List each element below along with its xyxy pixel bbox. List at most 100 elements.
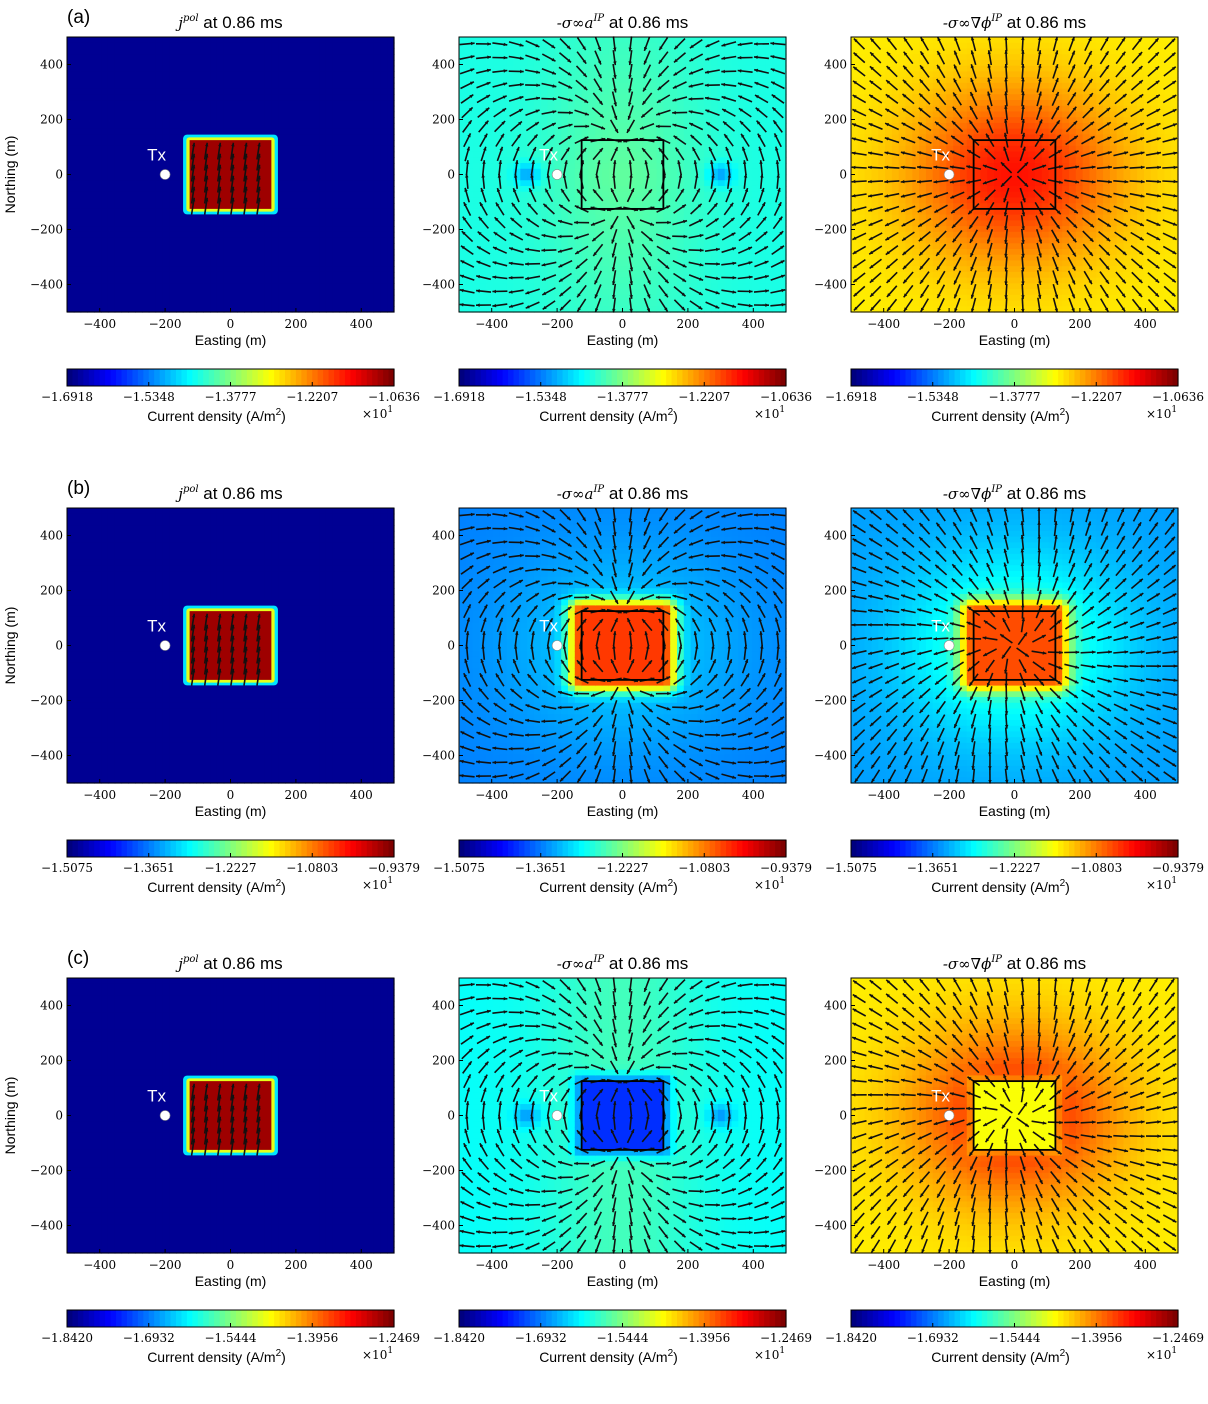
heatmap-cell — [527, 117, 535, 124]
heatmap-cell — [615, 197, 624, 204]
heatmap-cell — [683, 248, 692, 256]
heatmap-cell — [80, 294, 89, 302]
heatmap-cell — [155, 220, 163, 227]
heatmap-cell — [724, 271, 733, 279]
heatmap-cell — [155, 117, 163, 124]
heatmap-cell — [595, 145, 603, 153]
heatmap-cell — [278, 163, 286, 170]
heatmap-cell — [602, 94, 610, 101]
heatmap-cell — [305, 157, 313, 164]
heatmap-cell — [67, 82, 75, 90]
heatmap-cell — [325, 54, 334, 61]
heatmap-cell — [649, 145, 658, 153]
heatmap-cell — [574, 59, 583, 67]
heatmap-cell — [493, 77, 501, 84]
heatmap-cell — [642, 266, 651, 273]
heatmap-cell — [731, 248, 739, 256]
heatmap-cell — [656, 163, 664, 170]
heatmap-cell — [325, 306, 334, 313]
heatmap-cell — [312, 180, 320, 187]
heatmap-cell — [237, 59, 245, 67]
heatmap-cell — [162, 243, 170, 250]
heatmap-cell — [765, 214, 773, 221]
heatmap-cell — [80, 48, 89, 55]
heatmap-cell — [291, 48, 300, 55]
heatmap-cell — [513, 77, 521, 84]
heatmap-cell — [216, 77, 225, 84]
heatmap-cell — [162, 134, 170, 141]
heatmap-cell — [169, 277, 177, 284]
heatmap-cell — [520, 174, 528, 181]
heatmap-cell — [663, 54, 671, 61]
heatmap-cell — [649, 180, 658, 187]
x-axis-label: Easting (m) — [195, 332, 267, 348]
heatmap-cell — [649, 59, 658, 67]
heatmap-cell — [332, 174, 341, 181]
heatmap-cell — [325, 122, 334, 130]
heatmap-cell — [107, 88, 116, 95]
heatmap-cell — [499, 65, 508, 72]
heatmap-cell — [704, 134, 712, 141]
heatmap-cell — [745, 65, 753, 72]
heatmap-cell — [73, 191, 82, 199]
heatmap-cell — [169, 94, 177, 101]
heatmap-cell — [779, 77, 787, 84]
heatmap-cell — [711, 294, 719, 302]
heatmap-cell — [114, 48, 123, 55]
heatmap-cell — [568, 88, 576, 95]
heatmap-cell — [649, 289, 658, 296]
heatmap-cell — [346, 283, 354, 290]
heatmap-cell — [237, 111, 245, 118]
heatmap-cell — [561, 306, 569, 313]
heatmap-cell — [779, 65, 787, 72]
heatmap-cell — [380, 59, 388, 67]
heatmap-cell — [561, 214, 569, 221]
heatmap-cell — [697, 77, 705, 84]
heatmap-cell — [554, 65, 562, 72]
heatmap-cell — [731, 306, 739, 313]
heatmap-cell — [169, 88, 177, 95]
heatmap-cell — [642, 277, 651, 284]
x-tick-label: 0 — [227, 317, 235, 331]
heatmap-cell — [629, 254, 637, 262]
colorbar-segment — [339, 369, 346, 386]
heatmap-cell — [622, 191, 630, 199]
heatmap-cell — [223, 105, 232, 113]
heatmap-cell — [141, 260, 150, 267]
heatmap-cell — [73, 54, 82, 61]
heatmap-cell — [704, 271, 712, 279]
heatmap-cell — [690, 306, 699, 313]
heatmap-cell — [114, 100, 123, 107]
heatmap-cell — [765, 168, 773, 176]
heatmap-cell — [121, 117, 129, 124]
heatmap-cell — [608, 82, 617, 90]
heatmap-cell — [656, 117, 664, 124]
heatmap-cell — [325, 94, 334, 101]
heatmap-cell — [486, 117, 494, 124]
heatmap-cell — [683, 37, 692, 44]
heatmap-cell — [366, 283, 375, 290]
heatmap-cell — [101, 37, 109, 44]
heatmap-cell — [216, 42, 225, 50]
heatmap-cell — [271, 54, 279, 61]
heatmap-cell — [568, 100, 576, 107]
heatmap-cell — [325, 271, 334, 279]
heatmap-cell — [670, 140, 678, 147]
heatmap-cell — [285, 243, 293, 250]
heatmap-cell — [513, 300, 521, 307]
heatmap-cell — [602, 105, 610, 113]
heatmap-cell — [459, 294, 467, 302]
heatmap-cell — [459, 203, 467, 210]
heatmap-cell — [237, 294, 245, 302]
heatmap-cell — [73, 214, 82, 221]
heatmap-cell — [506, 248, 515, 256]
heatmap-cell — [141, 54, 150, 61]
heatmap-cell — [230, 48, 238, 55]
heatmap-cell — [765, 163, 773, 170]
heatmap-cell — [663, 271, 671, 279]
heatmap-cell — [189, 254, 198, 262]
heatmap-cell — [472, 271, 481, 279]
heatmap-cell — [554, 134, 562, 141]
heatmap-cell — [527, 128, 535, 135]
heatmap-cell — [155, 157, 163, 164]
